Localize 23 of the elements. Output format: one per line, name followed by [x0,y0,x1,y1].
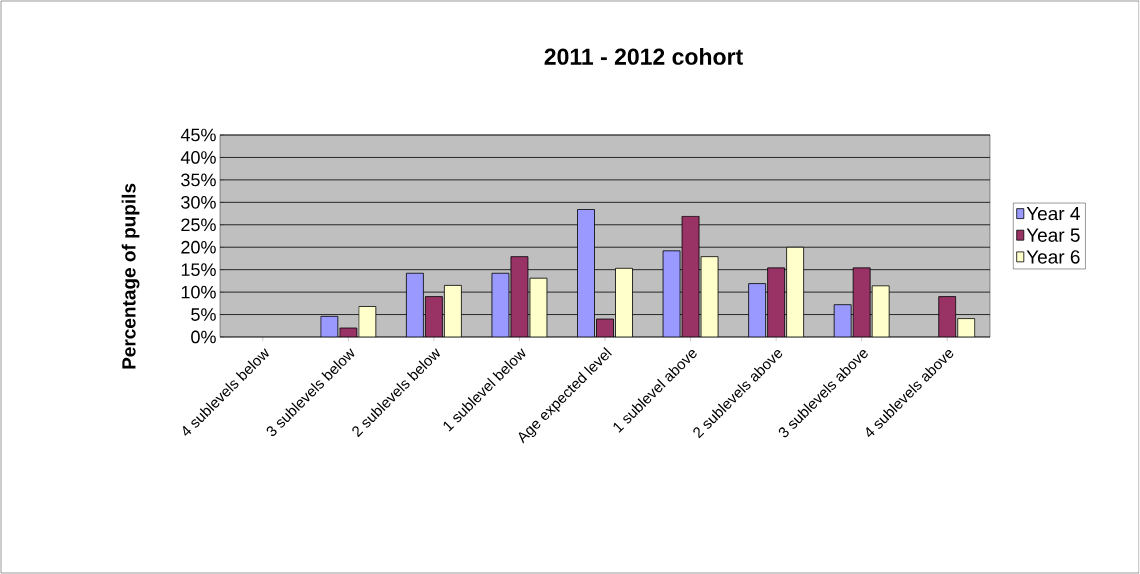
bar [615,267,633,337]
y-tick-label: 30% [181,195,216,209]
bar [833,304,852,337]
y-tick-label: 40% [180,151,216,164]
bar [577,209,595,337]
y-tick-label: 35% [181,173,216,187]
bar [443,284,462,337]
y-tick-label: 5% [191,308,216,321]
y-tick-label: 0% [191,330,216,344]
legend-label: Year 5 [1026,228,1080,242]
bar [786,246,805,337]
bar [871,285,890,337]
y-tick-label: 45% [180,128,216,142]
bar [405,272,424,337]
bar [748,283,767,337]
y-axis-title: Percentage of pupils [121,183,140,369]
y-tick-label: 25% [181,218,216,232]
y-tick-label: 10% [181,285,216,299]
y-tick-label: 20% [181,240,216,254]
chart-title: 2011 - 2012 cohort [544,47,743,65]
legend-label: Year 4 [1026,207,1080,221]
legend-label: Year 6 [1026,250,1080,264]
y-tick-label: 15% [181,263,216,276]
